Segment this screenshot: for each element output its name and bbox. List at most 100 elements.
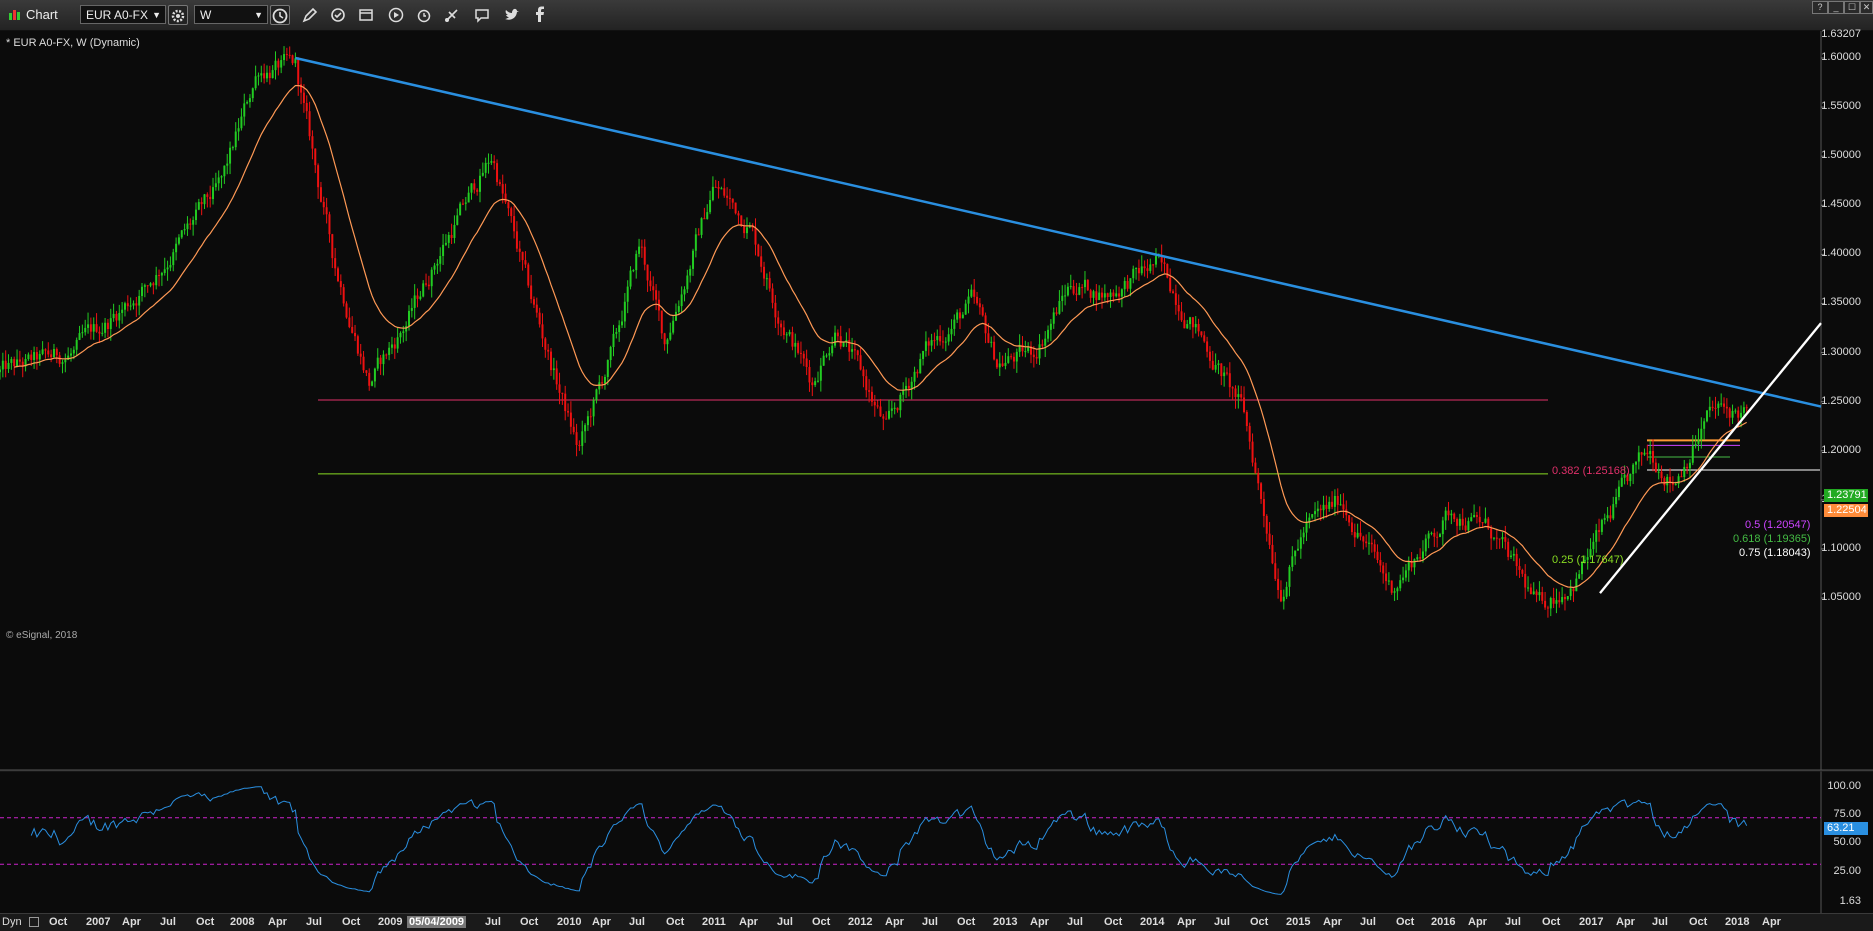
candle-down (331, 234, 334, 259)
candle-down (865, 376, 868, 391)
candle-up (1322, 504, 1325, 511)
candle-down (58, 355, 61, 364)
clock-icon (272, 8, 288, 24)
candle-down (1012, 356, 1015, 362)
candle-down (538, 312, 541, 325)
candle-down (868, 390, 871, 392)
refresh-button[interactable] (328, 5, 348, 25)
candle-up (271, 70, 274, 79)
candle-down (797, 342, 800, 353)
candle-down (314, 148, 317, 166)
play-icon (388, 7, 404, 23)
candle-up (1316, 508, 1319, 512)
candle-up (172, 252, 175, 266)
chevron-down-icon[interactable]: ▼ (254, 10, 263, 20)
candle-up (75, 339, 78, 350)
candle-up (490, 161, 493, 163)
candle-down (1447, 510, 1450, 516)
candle-up (7, 362, 10, 369)
candle-down (1737, 410, 1740, 418)
axis-background (1821, 31, 1873, 913)
help-button[interactable]: ? (1812, 1, 1828, 14)
osc-tick-75: 75.00 (1833, 808, 1861, 820)
candle-up (422, 283, 425, 297)
candle-down (356, 336, 359, 354)
candle-up (1115, 293, 1118, 297)
symbol-input[interactable]: EUR A0-FX ▼ (80, 5, 166, 24)
candle-up (788, 332, 791, 335)
candle-up (1512, 553, 1515, 556)
candle-down (791, 332, 794, 347)
candle-down (987, 333, 990, 343)
candle-up (1407, 560, 1410, 571)
candle-up (104, 322, 107, 333)
minimize-button[interactable]: _ (1828, 1, 1844, 14)
chart-panel[interactable]: * EUR A0-FX, W (Dynamic) © eSignal, 2018… (0, 28, 1873, 913)
price-tick-label: 1.05000 (1821, 591, 1861, 603)
candle-down (1271, 544, 1274, 564)
facebook-button[interactable] (530, 5, 550, 25)
uptrend-line[interactable] (1599, 322, 1822, 594)
play-button[interactable] (386, 5, 406, 25)
candle-down (4, 360, 7, 369)
candle-down (1461, 518, 1464, 526)
candle-down (1240, 394, 1243, 398)
candle-up (1623, 474, 1626, 478)
candle-up (1120, 289, 1123, 297)
close-button[interactable]: ✕ (1860, 1, 1873, 14)
candle-up (1694, 443, 1697, 447)
draw-tool-button[interactable] (300, 5, 320, 25)
expand-icon[interactable] (29, 917, 39, 927)
candle-down (189, 223, 192, 225)
chevron-down-icon[interactable]: ▼ (152, 10, 161, 20)
candle-down (1680, 476, 1683, 478)
price-chart[interactable] (0, 31, 1873, 913)
candle-up (240, 116, 243, 129)
candle-up (686, 275, 689, 290)
maximize-button[interactable]: ☐ (1844, 1, 1860, 14)
candle-up (694, 234, 697, 251)
twitter-button[interactable] (502, 5, 522, 25)
candle-down (643, 246, 646, 265)
candle-down (317, 165, 320, 188)
candle-down (1152, 264, 1155, 266)
time-axis-label: Apr (268, 916, 287, 928)
candle-down (1203, 335, 1206, 342)
alert-button[interactable] (414, 5, 434, 25)
price-tick-label: 1.20000 (1821, 443, 1861, 456)
candle-down (1106, 293, 1109, 297)
dynamic-mode-label[interactable]: Dyn (2, 916, 22, 928)
candle-down (1663, 478, 1666, 486)
candle-up (893, 407, 896, 409)
link-button[interactable] (442, 5, 462, 25)
candle-up (910, 381, 913, 389)
calendar-button[interactable] (356, 5, 376, 25)
time-axis-label: Apr (739, 916, 758, 928)
candle-down (862, 369, 865, 377)
candle-up (484, 162, 487, 173)
downtrend-line[interactable] (295, 56, 1822, 408)
time-axis[interactable]: Dyn 05/04/2009 Oct 2007 Apr Jul Oct 2008 Apr Ju… (0, 913, 1873, 931)
candle-up (1291, 556, 1294, 567)
candle-up (674, 311, 677, 321)
candle-up (456, 215, 459, 225)
candle-up (1717, 403, 1720, 408)
symbol-settings-button[interactable] (168, 5, 188, 25)
candle-up (203, 194, 206, 205)
candle-up (382, 354, 385, 365)
candle-down (1257, 472, 1260, 484)
candle-up (680, 294, 683, 307)
candle-up (92, 324, 95, 332)
candle-up (990, 341, 993, 343)
comment-button[interactable] (472, 5, 492, 25)
candle-up (1282, 596, 1285, 602)
candle-up (1439, 534, 1441, 538)
candle-down (115, 313, 118, 321)
time-axis-label: Jul (922, 916, 938, 928)
candle-up (922, 350, 925, 359)
facebook-icon (536, 6, 544, 22)
interval-input[interactable]: W ▼ (194, 5, 268, 24)
candle-up (1109, 292, 1112, 297)
candle-down (1515, 553, 1518, 567)
interval-clock-button[interactable] (270, 5, 290, 25)
